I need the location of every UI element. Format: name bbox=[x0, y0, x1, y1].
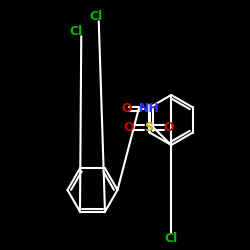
Text: Cl: Cl bbox=[90, 10, 103, 23]
Text: NH: NH bbox=[138, 102, 159, 115]
Text: Cl: Cl bbox=[70, 25, 83, 38]
Text: O: O bbox=[121, 102, 132, 115]
Text: S: S bbox=[144, 121, 153, 134]
Text: O: O bbox=[164, 121, 174, 134]
Text: O: O bbox=[124, 121, 134, 134]
Text: Cl: Cl bbox=[164, 232, 178, 245]
